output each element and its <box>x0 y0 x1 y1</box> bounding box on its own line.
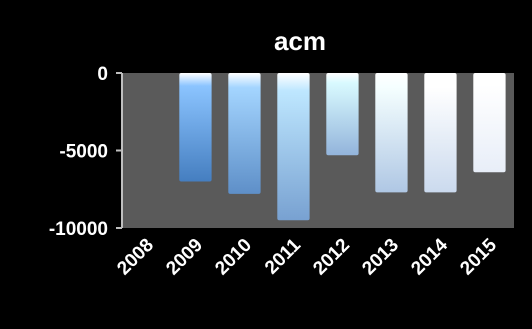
bar-2014 <box>424 73 457 193</box>
bar-2009 <box>179 73 212 182</box>
chart-title: acm <box>274 26 326 56</box>
x-tick-label: 2014 <box>407 234 452 279</box>
x-tick-label: 2013 <box>358 235 403 280</box>
bar-2011 <box>277 73 310 221</box>
y-tick-label: -5000 <box>59 142 108 163</box>
x-tick-label: 2010 <box>211 235 256 280</box>
x-tick-label: 2011 <box>261 234 305 278</box>
y-tick-label: 0 <box>97 64 108 85</box>
x-tick-label: 2012 <box>309 235 354 280</box>
y-tick-label: -10000 <box>49 219 108 240</box>
bar-2012 <box>326 73 359 156</box>
x-tick-label: 2008 <box>113 235 158 280</box>
x-tick-label: 2015 <box>456 234 501 279</box>
x-tick-label: 2009 <box>162 235 207 280</box>
bar-2013 <box>375 73 408 193</box>
bar-2010 <box>228 73 261 194</box>
bar-2015 <box>473 73 506 173</box>
